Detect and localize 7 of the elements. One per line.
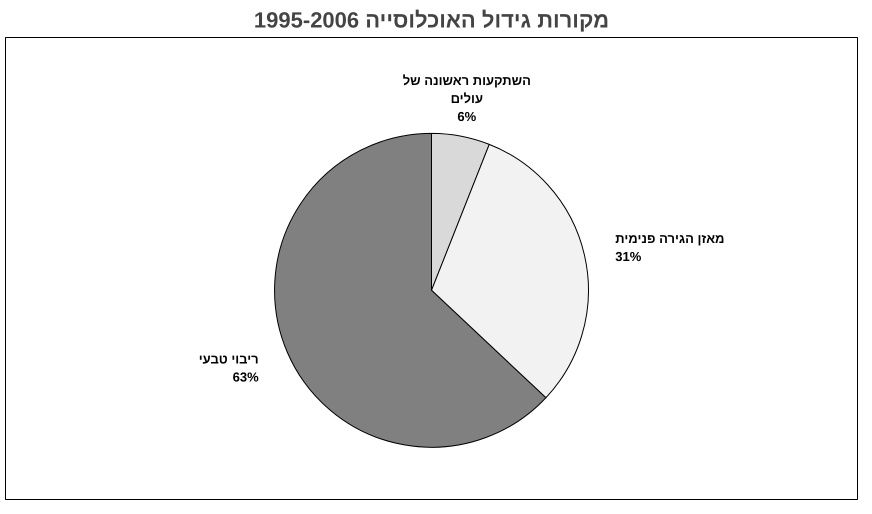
slice-label: ריבוי טבעי <box>198 351 259 366</box>
data-label: 31% <box>615 249 642 264</box>
data-label: 63% <box>232 369 260 384</box>
slice-label: מאזן הגירה פנימית <box>615 231 725 246</box>
slice-label: השתקעות ראשונה של עולים <box>402 72 531 106</box>
data-label: 6% <box>457 108 477 124</box>
chart-title: מקורות גידול האוכלוסייה 1995-2006 <box>254 8 610 32</box>
